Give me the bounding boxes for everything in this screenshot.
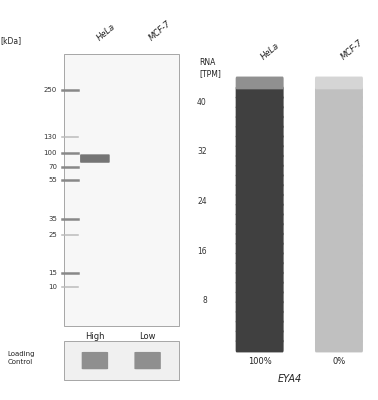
FancyBboxPatch shape xyxy=(315,291,363,304)
Text: 100%: 100% xyxy=(248,357,271,366)
Text: HeLa: HeLa xyxy=(95,22,117,42)
Text: 40: 40 xyxy=(197,98,207,107)
FancyBboxPatch shape xyxy=(235,291,284,304)
FancyBboxPatch shape xyxy=(82,352,108,369)
Text: MCF-7: MCF-7 xyxy=(339,38,364,62)
FancyBboxPatch shape xyxy=(235,262,284,274)
FancyBboxPatch shape xyxy=(235,116,284,128)
Text: 15: 15 xyxy=(48,270,57,276)
FancyBboxPatch shape xyxy=(235,76,284,89)
FancyBboxPatch shape xyxy=(235,174,284,187)
FancyBboxPatch shape xyxy=(315,194,363,206)
FancyBboxPatch shape xyxy=(235,272,284,284)
FancyBboxPatch shape xyxy=(315,252,363,265)
FancyBboxPatch shape xyxy=(315,174,363,187)
FancyBboxPatch shape xyxy=(315,310,363,323)
Text: Low: Low xyxy=(139,332,156,341)
FancyBboxPatch shape xyxy=(235,96,284,109)
FancyBboxPatch shape xyxy=(235,184,284,196)
FancyBboxPatch shape xyxy=(235,330,284,343)
Text: 100: 100 xyxy=(43,150,57,156)
Text: 10: 10 xyxy=(48,284,57,290)
Text: 130: 130 xyxy=(43,134,57,140)
FancyBboxPatch shape xyxy=(235,154,284,167)
FancyBboxPatch shape xyxy=(315,330,363,343)
Text: High: High xyxy=(85,332,105,341)
FancyBboxPatch shape xyxy=(315,213,363,226)
FancyBboxPatch shape xyxy=(235,340,284,352)
FancyBboxPatch shape xyxy=(135,352,161,369)
FancyBboxPatch shape xyxy=(315,106,363,118)
FancyBboxPatch shape xyxy=(235,86,284,99)
FancyBboxPatch shape xyxy=(315,76,363,89)
FancyBboxPatch shape xyxy=(315,232,363,245)
Text: EYA4: EYA4 xyxy=(277,374,302,384)
FancyBboxPatch shape xyxy=(235,232,284,245)
FancyBboxPatch shape xyxy=(315,154,363,167)
FancyBboxPatch shape xyxy=(64,54,178,326)
FancyBboxPatch shape xyxy=(235,301,284,314)
FancyBboxPatch shape xyxy=(235,106,284,118)
FancyBboxPatch shape xyxy=(235,145,284,158)
FancyBboxPatch shape xyxy=(315,125,363,138)
FancyBboxPatch shape xyxy=(315,301,363,314)
FancyBboxPatch shape xyxy=(315,86,363,99)
FancyBboxPatch shape xyxy=(235,310,284,323)
Text: 250: 250 xyxy=(44,88,57,94)
FancyBboxPatch shape xyxy=(315,223,363,236)
FancyBboxPatch shape xyxy=(315,262,363,274)
Text: [kDa]: [kDa] xyxy=(0,36,22,45)
FancyBboxPatch shape xyxy=(315,281,363,294)
Text: 0%: 0% xyxy=(332,357,345,366)
Text: 35: 35 xyxy=(48,216,57,222)
Text: Loading
Control: Loading Control xyxy=(8,352,35,365)
FancyBboxPatch shape xyxy=(235,281,284,294)
Text: 16: 16 xyxy=(197,247,207,256)
FancyBboxPatch shape xyxy=(235,194,284,206)
FancyBboxPatch shape xyxy=(315,135,363,148)
FancyBboxPatch shape xyxy=(315,272,363,284)
FancyBboxPatch shape xyxy=(235,125,284,138)
FancyBboxPatch shape xyxy=(235,164,284,177)
FancyBboxPatch shape xyxy=(315,242,363,255)
FancyBboxPatch shape xyxy=(315,116,363,128)
FancyBboxPatch shape xyxy=(235,252,284,265)
FancyBboxPatch shape xyxy=(235,242,284,255)
FancyBboxPatch shape xyxy=(315,145,363,158)
Text: 70: 70 xyxy=(48,164,57,170)
Text: HeLa: HeLa xyxy=(260,41,282,62)
FancyBboxPatch shape xyxy=(235,223,284,236)
Text: 55: 55 xyxy=(48,177,57,183)
FancyBboxPatch shape xyxy=(315,184,363,196)
FancyBboxPatch shape xyxy=(235,135,284,148)
FancyBboxPatch shape xyxy=(315,203,363,216)
FancyBboxPatch shape xyxy=(235,320,284,333)
FancyBboxPatch shape xyxy=(235,203,284,216)
FancyBboxPatch shape xyxy=(80,154,110,163)
FancyBboxPatch shape xyxy=(315,164,363,177)
FancyBboxPatch shape xyxy=(315,320,363,333)
Text: RNA
[TPM]: RNA [TPM] xyxy=(200,58,222,78)
Text: 24: 24 xyxy=(197,197,207,206)
FancyBboxPatch shape xyxy=(64,341,178,380)
Text: 32: 32 xyxy=(197,148,207,156)
Text: 8: 8 xyxy=(202,296,207,305)
FancyBboxPatch shape xyxy=(315,340,363,352)
FancyBboxPatch shape xyxy=(235,213,284,226)
Text: MCF-7: MCF-7 xyxy=(148,19,173,42)
FancyBboxPatch shape xyxy=(315,96,363,109)
Text: 25: 25 xyxy=(48,232,57,238)
